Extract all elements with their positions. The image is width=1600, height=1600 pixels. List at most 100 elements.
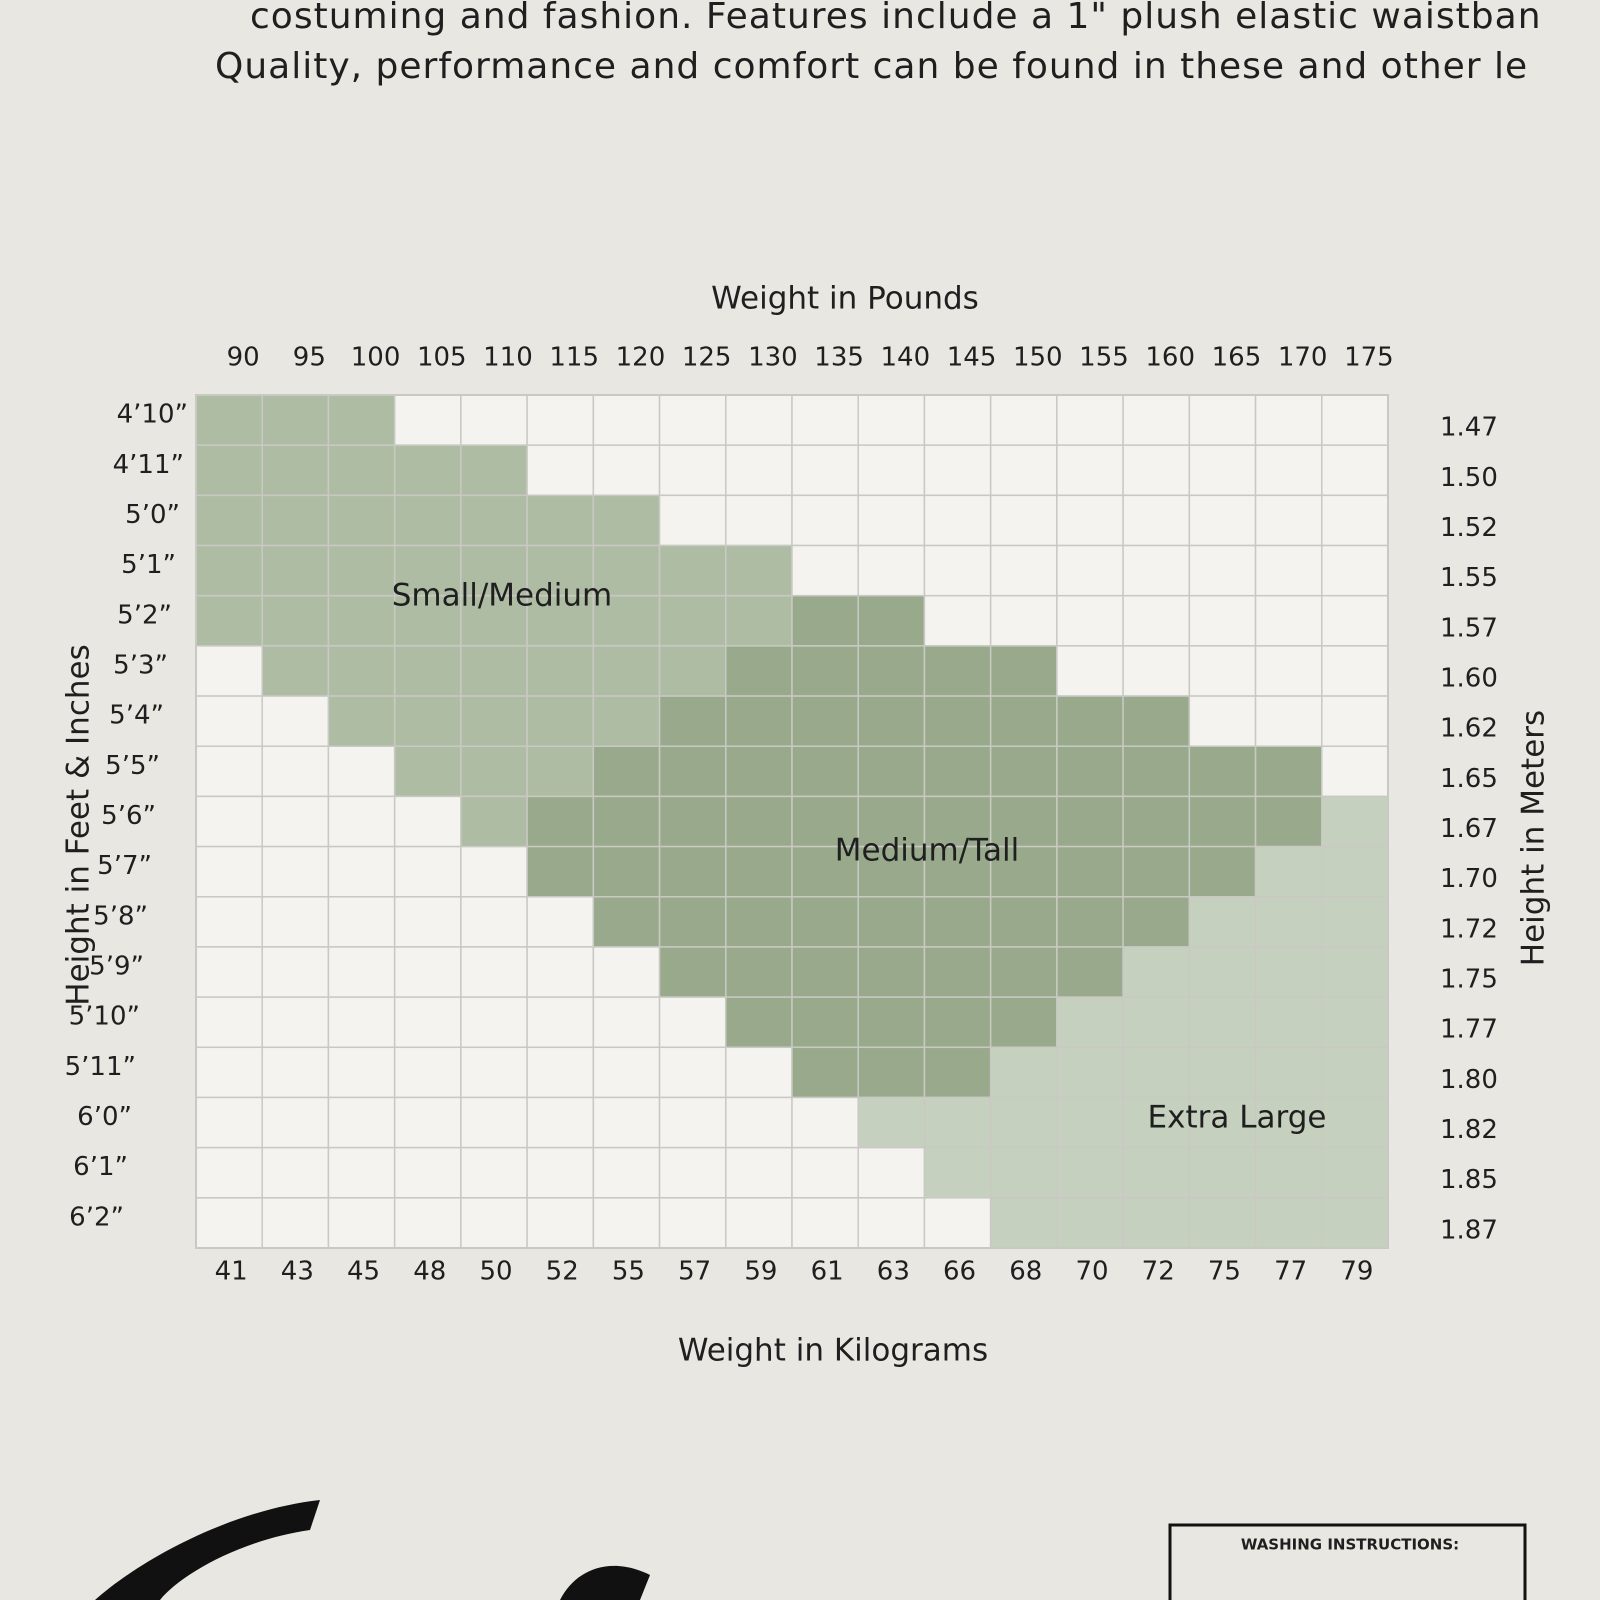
grid-cell bbox=[658, 1146, 727, 1199]
grid-cell bbox=[327, 1146, 396, 1199]
grid-cell bbox=[393, 645, 462, 697]
grid-cell bbox=[1188, 695, 1257, 747]
grid-cell bbox=[393, 394, 462, 446]
grid-cell bbox=[923, 444, 992, 497]
grid-cell bbox=[791, 444, 859, 497]
grid-cell bbox=[1056, 745, 1124, 798]
grid-cell bbox=[526, 645, 595, 697]
grid-cell bbox=[1056, 544, 1124, 597]
washing-title: WASHING INSTRUCTIONS: bbox=[1241, 1536, 1459, 1554]
grid-cell bbox=[460, 394, 528, 446]
grid-cell bbox=[1321, 1146, 1389, 1199]
grid-cell bbox=[857, 394, 926, 446]
grid-cell bbox=[261, 494, 330, 547]
grid-cell bbox=[725, 946, 793, 998]
grid-cell bbox=[526, 946, 595, 998]
meters-label: 1.52 bbox=[1440, 513, 1498, 543]
grid-cell bbox=[857, 896, 926, 948]
grid-cell bbox=[1188, 795, 1257, 848]
grid-cell bbox=[393, 996, 462, 1049]
meters-label: 1.87 bbox=[1440, 1215, 1498, 1245]
kilograms-label: 70 bbox=[1075, 1257, 1108, 1287]
grid-cell bbox=[725, 896, 793, 948]
grid-cell bbox=[1254, 1046, 1323, 1099]
grid-cell bbox=[327, 394, 396, 446]
grid-cell bbox=[460, 745, 528, 798]
grid-cell bbox=[327, 645, 396, 697]
grid-cell bbox=[725, 795, 793, 848]
grid-cell bbox=[460, 845, 528, 898]
grid-cell bbox=[989, 845, 1058, 898]
grid-cell bbox=[526, 845, 595, 898]
grid-cell bbox=[1321, 845, 1389, 898]
grid-cell bbox=[1321, 394, 1389, 446]
grid-cell bbox=[791, 896, 859, 948]
grid-cell bbox=[658, 1096, 727, 1149]
meters-label: 1.75 bbox=[1440, 965, 1498, 995]
grid-cell bbox=[1056, 946, 1124, 998]
grid-cell bbox=[791, 594, 859, 647]
grid-cell bbox=[327, 745, 396, 798]
grid-cell bbox=[989, 594, 1058, 647]
height-label: 5’8” bbox=[93, 901, 148, 931]
grid-cell bbox=[989, 996, 1058, 1049]
height-label: 4’10” bbox=[117, 400, 188, 430]
grid-cell bbox=[1254, 444, 1323, 497]
grid-cell bbox=[1056, 795, 1124, 848]
grid-cell bbox=[261, 896, 330, 948]
grid-cell bbox=[791, 1197, 859, 1249]
grid-cell bbox=[1122, 1046, 1191, 1099]
grid-cell bbox=[725, 1146, 793, 1199]
meters-label: 1.60 bbox=[1440, 663, 1498, 693]
grid-cell bbox=[1321, 795, 1389, 848]
grid-cell bbox=[923, 594, 992, 647]
region-label: Extra Large bbox=[1148, 1100, 1327, 1136]
grid-cell bbox=[725, 1096, 793, 1149]
grid-cell bbox=[1188, 1197, 1257, 1249]
grid-cell bbox=[1254, 745, 1323, 798]
grid-cell bbox=[1122, 845, 1191, 898]
grid-cell bbox=[460, 896, 528, 948]
grid-cell bbox=[195, 695, 263, 747]
grid-cell bbox=[1056, 1146, 1124, 1199]
grid-cell bbox=[658, 996, 727, 1049]
grid-cell bbox=[327, 946, 396, 998]
grid-cell bbox=[592, 444, 661, 497]
grid-cell bbox=[1321, 444, 1389, 497]
grid-cell bbox=[658, 494, 727, 547]
height-label: 5’6” bbox=[101, 801, 156, 831]
grid-cell bbox=[791, 946, 859, 998]
grid-cell bbox=[592, 1197, 661, 1249]
grid-cell bbox=[1321, 594, 1389, 647]
axis-title: Weight in Pounds bbox=[711, 281, 979, 317]
grid-cell bbox=[857, 1197, 926, 1249]
grid-cell bbox=[526, 494, 595, 547]
grid-cell bbox=[1321, 695, 1389, 747]
grid-cell bbox=[857, 645, 926, 697]
meters-label: 1.80 bbox=[1440, 1065, 1498, 1095]
grid-cell bbox=[393, 745, 462, 798]
axis-title: Height in Feet & Inches bbox=[61, 644, 97, 1005]
grid-cell bbox=[327, 1197, 396, 1249]
grid-cell bbox=[195, 1146, 263, 1199]
grid-cell bbox=[460, 1096, 528, 1149]
grid-cell bbox=[195, 394, 263, 446]
height-label: 5’2” bbox=[117, 600, 172, 630]
grid-cell bbox=[1122, 544, 1191, 597]
grid-cell bbox=[195, 795, 263, 848]
grid-cell bbox=[327, 896, 396, 948]
grid-cell bbox=[658, 544, 727, 597]
grid-cell bbox=[791, 544, 859, 597]
meters-label: 1.85 bbox=[1440, 1165, 1498, 1195]
grid-cell bbox=[791, 695, 859, 747]
grid-cell bbox=[1056, 896, 1124, 948]
pounds-label: 105 bbox=[417, 343, 467, 373]
grid-cell bbox=[658, 394, 727, 446]
grid-cell bbox=[658, 745, 727, 798]
grid-cell bbox=[1254, 845, 1323, 898]
grid-cell bbox=[1122, 1146, 1191, 1199]
grid-cell bbox=[393, 444, 462, 497]
grid-cell bbox=[658, 845, 727, 898]
height-label: 5’1” bbox=[121, 550, 176, 580]
